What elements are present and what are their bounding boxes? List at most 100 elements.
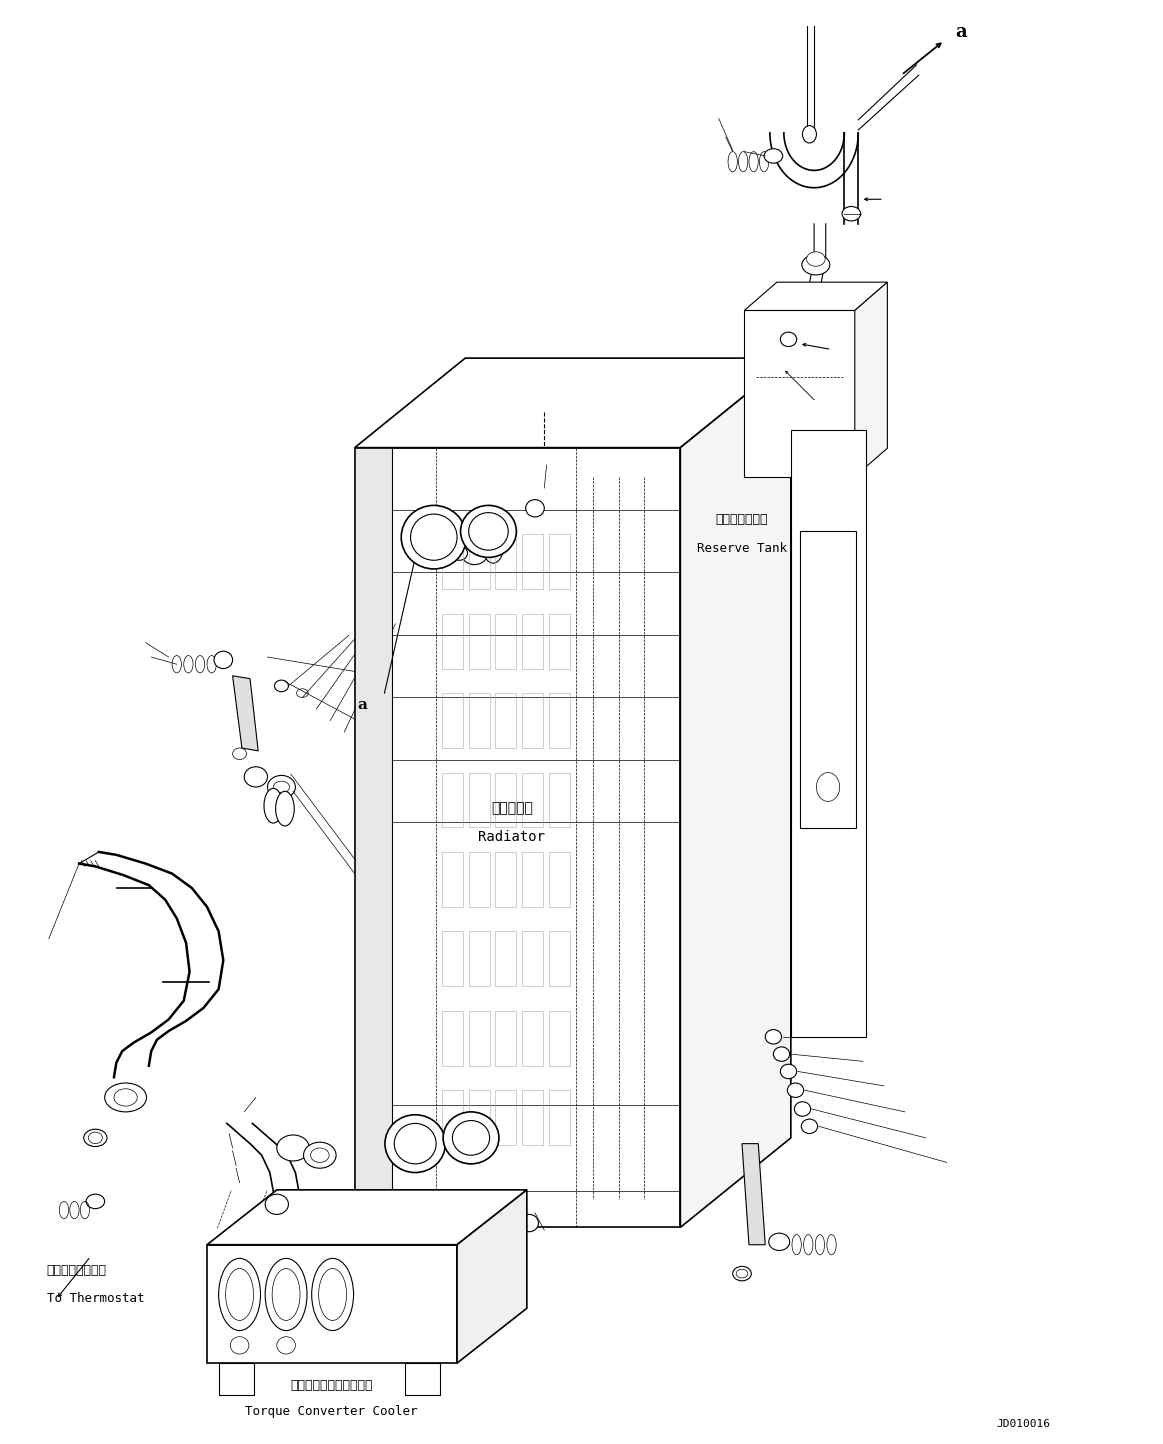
Ellipse shape <box>807 251 826 266</box>
Ellipse shape <box>780 332 797 347</box>
Ellipse shape <box>801 1119 818 1134</box>
Ellipse shape <box>794 1102 811 1116</box>
Ellipse shape <box>105 1083 147 1112</box>
Bar <box>800 531 856 827</box>
Polygon shape <box>233 676 258 751</box>
Ellipse shape <box>265 1258 307 1330</box>
Bar <box>495 773 516 827</box>
Ellipse shape <box>469 513 508 550</box>
Ellipse shape <box>244 767 267 787</box>
Ellipse shape <box>84 1129 107 1147</box>
Text: サーモスタットへ: サーモスタットへ <box>47 1264 107 1276</box>
Bar <box>495 1090 516 1145</box>
Polygon shape <box>355 448 680 1227</box>
Ellipse shape <box>736 1269 748 1278</box>
Ellipse shape <box>274 680 288 692</box>
Ellipse shape <box>764 149 783 163</box>
Ellipse shape <box>265 1194 288 1214</box>
Ellipse shape <box>277 1135 309 1161</box>
Ellipse shape <box>267 775 295 799</box>
Bar <box>495 1011 516 1066</box>
Bar <box>495 693 516 748</box>
Bar <box>549 773 570 827</box>
Text: Reserve Tank: Reserve Tank <box>697 542 787 554</box>
Bar <box>549 614 570 669</box>
Polygon shape <box>207 1245 457 1363</box>
Ellipse shape <box>769 1233 790 1251</box>
Bar <box>791 430 866 1037</box>
Text: Torque Converter Cooler: Torque Converter Cooler <box>245 1405 418 1418</box>
Bar <box>549 1011 570 1066</box>
Bar <box>469 693 490 748</box>
Ellipse shape <box>780 1064 797 1079</box>
Bar <box>442 931 463 986</box>
Ellipse shape <box>452 1121 490 1155</box>
Ellipse shape <box>233 748 247 760</box>
Text: Radiator: Radiator <box>478 830 545 845</box>
Bar <box>442 614 463 669</box>
Bar <box>495 852 516 907</box>
Polygon shape <box>855 282 887 477</box>
Ellipse shape <box>461 505 516 557</box>
Ellipse shape <box>311 1148 329 1162</box>
Bar <box>355 448 392 1227</box>
Bar <box>442 534 463 589</box>
Ellipse shape <box>272 1268 300 1320</box>
Text: ラジエータ: ラジエータ <box>491 801 533 816</box>
Polygon shape <box>355 358 791 448</box>
Ellipse shape <box>86 1194 105 1209</box>
Bar <box>495 614 516 669</box>
Text: a: a <box>955 23 966 40</box>
Bar <box>442 852 463 907</box>
Ellipse shape <box>394 1123 436 1164</box>
Bar <box>469 1090 490 1145</box>
Ellipse shape <box>443 1112 499 1164</box>
Ellipse shape <box>304 1142 336 1168</box>
Ellipse shape <box>219 1258 261 1330</box>
Polygon shape <box>742 1144 765 1245</box>
Ellipse shape <box>297 689 308 697</box>
Bar <box>522 1011 543 1066</box>
Text: トルクコンバータクーラ: トルクコンバータクーラ <box>291 1379 372 1392</box>
Ellipse shape <box>773 1047 790 1061</box>
Ellipse shape <box>277 1337 295 1354</box>
Bar <box>549 1090 570 1145</box>
Ellipse shape <box>461 539 488 565</box>
Ellipse shape <box>319 1268 347 1320</box>
Ellipse shape <box>276 791 294 826</box>
Bar <box>549 852 570 907</box>
Ellipse shape <box>423 1210 456 1239</box>
Ellipse shape <box>451 546 468 560</box>
Ellipse shape <box>526 500 544 517</box>
Polygon shape <box>457 1190 527 1363</box>
Bar <box>442 693 463 748</box>
Bar <box>522 931 543 986</box>
Polygon shape <box>680 358 791 1227</box>
Ellipse shape <box>401 505 466 569</box>
Bar <box>405 1363 440 1395</box>
Bar <box>549 693 570 748</box>
Text: リザーブタンク: リザーブタンク <box>715 513 769 526</box>
Text: JD010016: JD010016 <box>997 1419 1050 1430</box>
Ellipse shape <box>88 1132 102 1144</box>
Bar <box>442 773 463 827</box>
Ellipse shape <box>733 1266 751 1281</box>
Text: a: a <box>357 697 366 712</box>
Ellipse shape <box>802 254 830 274</box>
Bar <box>522 693 543 748</box>
Bar <box>469 852 490 907</box>
Bar <box>549 534 570 589</box>
Bar <box>549 931 570 986</box>
Ellipse shape <box>264 788 283 823</box>
Ellipse shape <box>842 206 861 221</box>
Bar <box>495 534 516 589</box>
Ellipse shape <box>787 1083 804 1097</box>
Bar <box>469 773 490 827</box>
Bar <box>442 1011 463 1066</box>
Bar <box>469 614 490 669</box>
Bar <box>469 931 490 986</box>
Bar <box>522 773 543 827</box>
Bar <box>442 1090 463 1145</box>
Ellipse shape <box>765 1030 782 1044</box>
Ellipse shape <box>273 781 290 793</box>
